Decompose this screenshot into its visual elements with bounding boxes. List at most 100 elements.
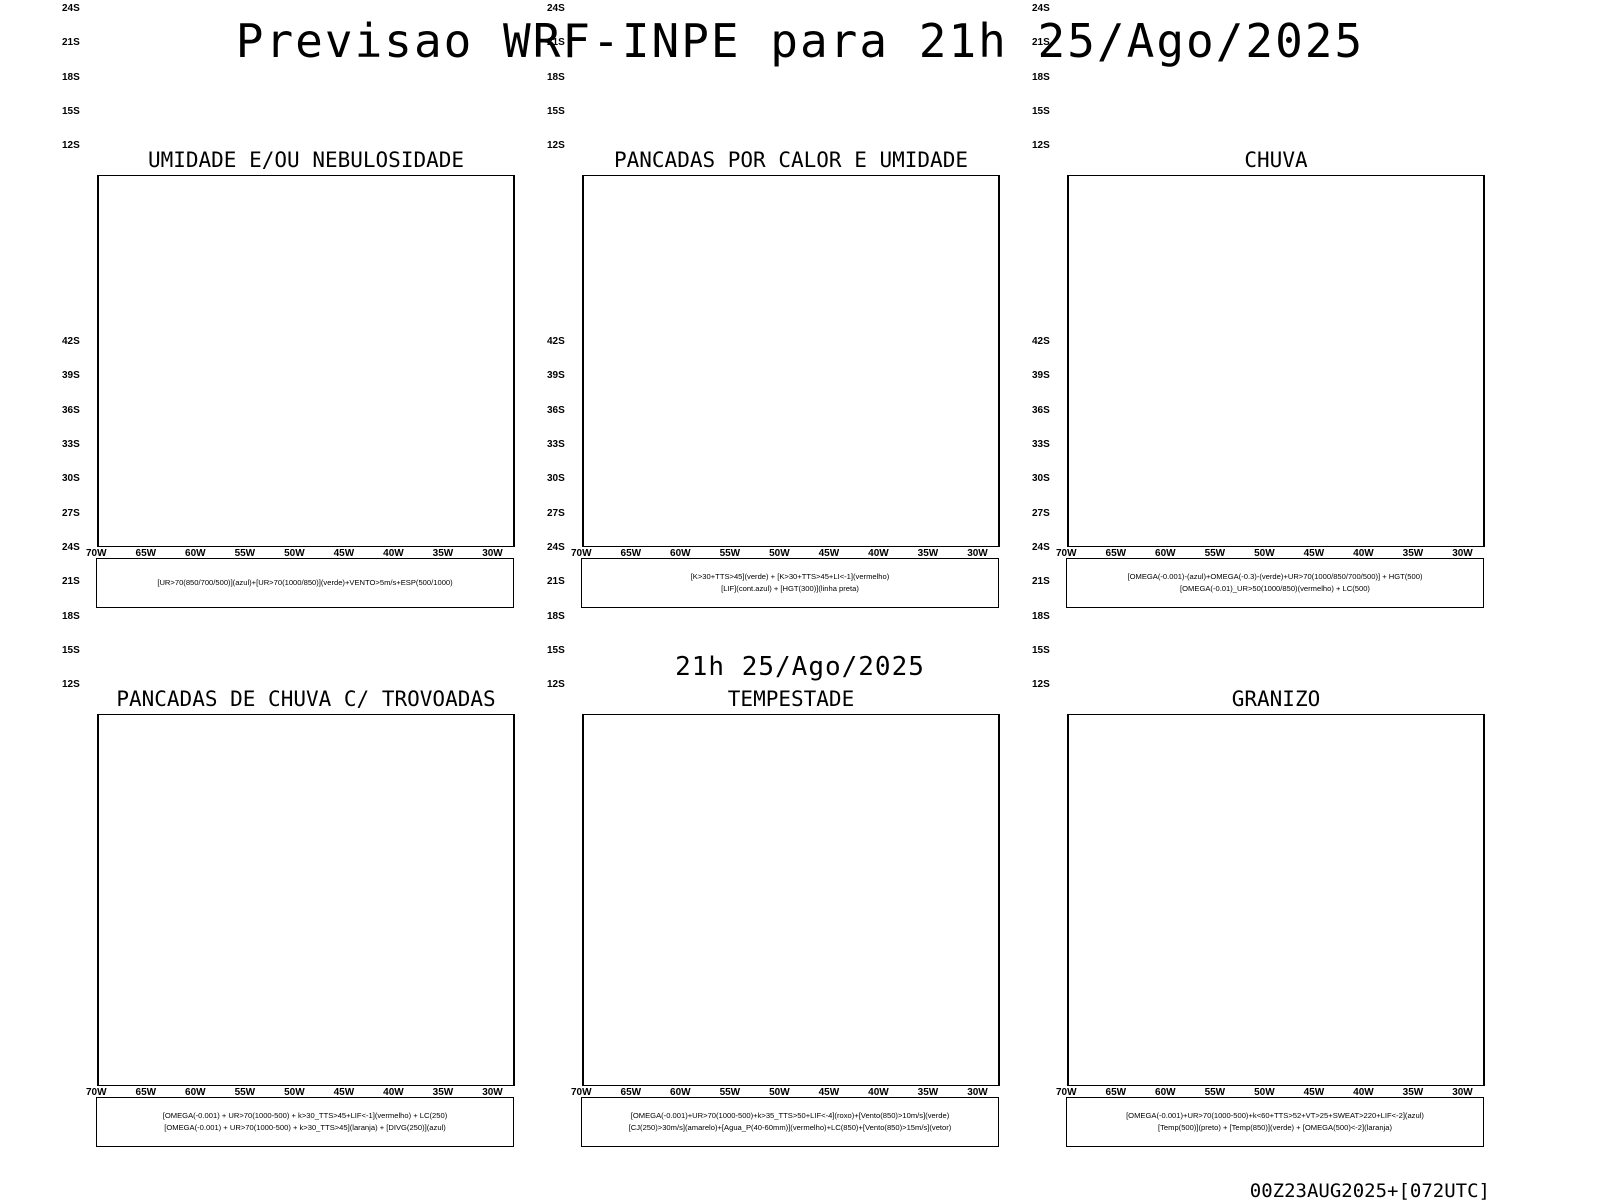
lat-tick-label: 27S — [1032, 507, 1050, 519]
lon-tick-label: 50W — [1254, 1087, 1275, 1098]
lon-tick-label: 30W — [1452, 1087, 1473, 1098]
map-frame — [1067, 714, 1485, 1086]
legend-line: [OMEGA(-0.001)-(azul)+OMEGA(-0.3)-(verde… — [1127, 572, 1423, 581]
lon-tick-label: 65W — [135, 548, 157, 559]
lon-tick-label: 45W — [818, 548, 840, 559]
lon-tick-label: 40W — [868, 548, 889, 559]
lon-tick-label: 70W — [86, 548, 107, 559]
panel-title: PANCADAS DE CHUVA C/ TROVOADAS — [116, 687, 496, 711]
lat-tick-label: 15S — [547, 106, 565, 118]
lon-tick-label: 35W — [432, 548, 454, 559]
lon-tick-label: 55W — [234, 548, 256, 559]
lat-tick-label: 36S — [547, 404, 565, 416]
map-panel-6: GRANIZO 121212182427-12-15 12S 15S 18S 21S 24S… — [1032, 336, 1486, 1155]
lat-tick-label: 21S — [547, 37, 565, 49]
legend-line: [OMEGA(-0.001)+UR>70(1000-500)+k>35_TTS>… — [630, 1111, 950, 1120]
lat-tick-label: 15S — [547, 645, 565, 657]
lon-tick-label: 60W — [670, 1087, 691, 1098]
map-plot: 121212182427-12-15 — [1067, 714, 1485, 1086]
lon-tick-label: 70W — [1056, 1087, 1077, 1098]
lon-tick-label: 65W — [135, 1087, 157, 1098]
lon-tick-label: 45W — [818, 1087, 840, 1098]
lon-tick-label: 35W — [432, 1087, 454, 1098]
lat-tick-label: 33S — [62, 439, 80, 451]
map-frame — [582, 175, 1000, 547]
panel-legend: [OMEGA(-0.001)+UR>70(1000-500)+k>35_TTS>… — [581, 1097, 999, 1147]
lat-tick-label: 18S — [547, 71, 565, 83]
legend-line: [UR>70(850/700/500)](azul)+[UR>70(1000/8… — [157, 578, 453, 587]
lat-tick-label: 36S — [62, 404, 80, 416]
lat-tick-label: 12S — [62, 140, 80, 152]
lon-tick-label: 55W — [1204, 1087, 1226, 1098]
lon-tick-label: 50W — [769, 548, 790, 559]
map-panel-5: TEMPESTADE 12S 15S 18S 21S 24S 27S 30S 33S 36S 39S… — [547, 336, 1001, 1155]
lon-tick-label: 50W — [284, 548, 305, 559]
lon-tick-label: 70W — [571, 548, 592, 559]
map-frame — [97, 714, 515, 1086]
map-plot — [97, 714, 515, 1086]
panel-title: UMIDADE E/OU NEBULOSIDADE — [147, 148, 465, 172]
lat-tick-label: 12S — [1032, 140, 1050, 152]
lat-tick-label: 27S — [62, 507, 80, 519]
panel-title: PANCADAS POR CALOR E UMIDADE — [613, 148, 968, 172]
lat-tick-label: 24S — [62, 542, 80, 554]
lon-tick-label: 30W — [967, 548, 988, 559]
panel-legend: [OMEGA(-0.001)+UR>70(1000-500)+k<60+TTS>… — [1066, 1097, 1484, 1147]
lat-tick-label: 21S — [1032, 576, 1050, 588]
lat-tick-label: 12S — [547, 679, 565, 691]
panel-title: TEMPESTADE — [727, 687, 855, 711]
lat-tick-label: 42S — [547, 336, 565, 347]
lat-tick-label: 39S — [547, 370, 565, 382]
lon-tick-label: 40W — [1353, 548, 1374, 559]
lon-tick-label: 45W — [1303, 1087, 1325, 1098]
map-plot: 1016102010241020101610121008100457056455… — [97, 175, 515, 547]
lat-tick-label: 24S — [1032, 542, 1050, 554]
lat-tick-label: 12S — [62, 679, 80, 691]
map-plot: 585579576573567561555549543540 — [1067, 175, 1485, 547]
lat-tick-label: 39S — [1032, 370, 1050, 382]
map-panel-4: PANCADAS DE CHUVA C/ TROVOADAS 12S 15S 18S 2… — [62, 336, 516, 1155]
lat-tick-label: 12S — [1032, 679, 1050, 691]
lon-tick-label: 30W — [482, 1087, 503, 1098]
lat-tick-label: 33S — [1032, 439, 1050, 451]
lat-tick-label: 21S — [62, 576, 80, 588]
legend-line: [OMEGA(-0.001) + UR>70(1000-500) + k>30_… — [162, 1111, 448, 1120]
lat-tick-label: 21S — [547, 576, 565, 588]
lat-tick-label: 15S — [1032, 645, 1050, 657]
lat-tick-label: 39S — [62, 370, 80, 382]
lat-tick-label: 21S — [62, 37, 80, 49]
lon-tick-label: 30W — [967, 1087, 988, 1098]
panel-title: CHUVA — [1244, 148, 1308, 172]
panel-legend: [UR>70(850/700/500)](azul)+[UR>70(1000/8… — [96, 558, 514, 608]
lon-tick-label: 55W — [1204, 548, 1226, 559]
lon-tick-label: 60W — [185, 548, 206, 559]
lon-tick-label: 45W — [333, 548, 355, 559]
legend-line: [OMEGA(-0.001)+UR>70(1000-500)+k<60+TTS>… — [1126, 1111, 1424, 1120]
lat-tick-label: 18S — [1032, 610, 1050, 622]
panel-legend: [K>30+TTS>45](verde) + [K>30+TTS>45+LI<-… — [581, 558, 999, 608]
legend-line: [Temp(500)](preto) + [Temp(850)](verde) … — [1157, 1123, 1392, 1132]
lon-tick-label: 55W — [719, 1087, 741, 1098]
lon-tick-label: 50W — [769, 1087, 790, 1098]
lat-tick-label: 15S — [62, 106, 80, 118]
lon-tick-label: 65W — [620, 1087, 642, 1098]
lat-tick-label: 24S — [547, 3, 565, 15]
lon-tick-label: 35W — [917, 1087, 939, 1098]
lon-tick-label: 55W — [234, 1087, 256, 1098]
legend-line: [OMEGA(-0.001) + UR>70(1000-500) + k>30_… — [164, 1123, 446, 1132]
lat-tick-label: 18S — [62, 610, 80, 622]
panel-legend: [OMEGA(-0.001) + UR>70(1000-500) + k>30_… — [96, 1097, 514, 1147]
lon-tick-label: 60W — [670, 548, 691, 559]
lon-tick-label: 30W — [1452, 548, 1473, 559]
map-frame — [582, 714, 1000, 1086]
lat-tick-label: 24S — [62, 3, 80, 15]
lon-tick-label: 40W — [1353, 1087, 1374, 1098]
lon-tick-label: 60W — [1155, 1087, 1176, 1098]
lon-tick-label: 45W — [333, 1087, 355, 1098]
lon-tick-label: 40W — [383, 1087, 404, 1098]
lat-tick-label: 15S — [1032, 106, 1050, 118]
legend-line: [K>30+TTS>45](verde) + [K>30+TTS>45+LI<-… — [690, 572, 890, 581]
lon-tick-label: 65W — [620, 548, 642, 559]
lat-tick-label: 30S — [1032, 473, 1050, 485]
lat-tick-label: 42S — [1032, 336, 1050, 347]
